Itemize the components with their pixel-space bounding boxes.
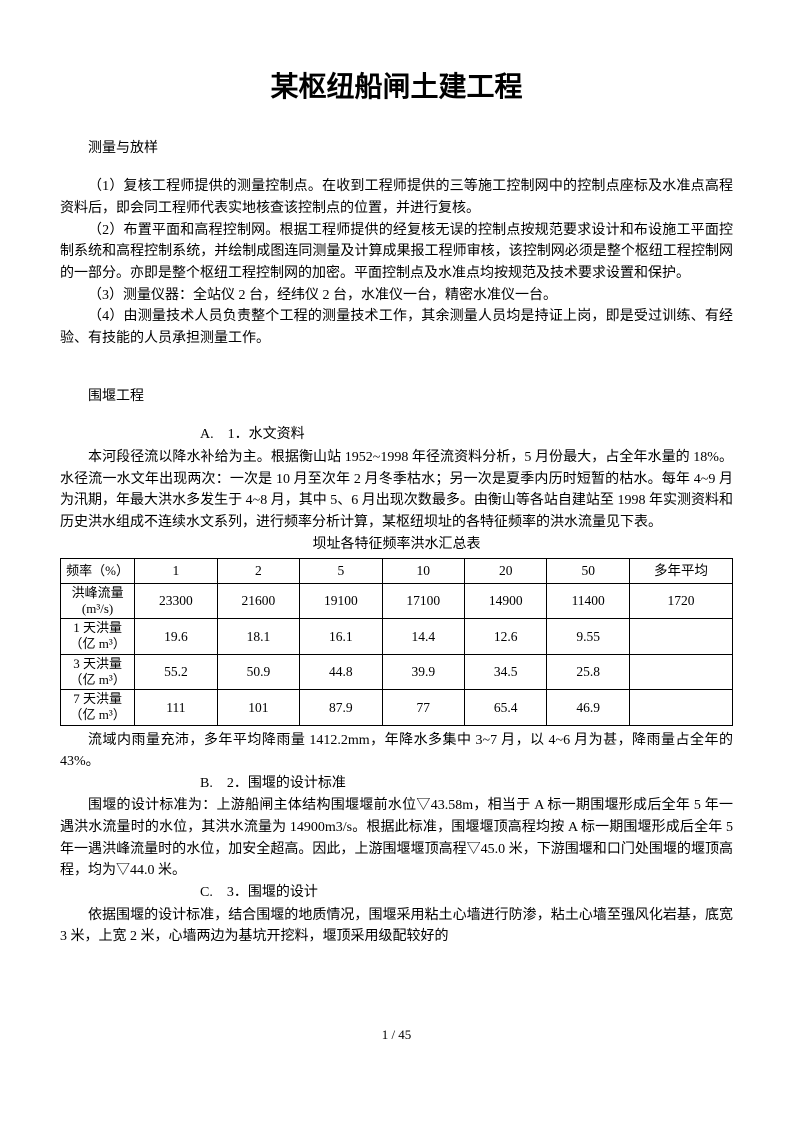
cell: 34.5 bbox=[465, 654, 547, 690]
table-row: 3 天洪量（亿 m³） 55.2 50.9 44.8 39.9 34.5 25.… bbox=[61, 654, 733, 690]
row-label: 7 天洪量（亿 m³） bbox=[61, 690, 135, 726]
th-2: 2 bbox=[217, 559, 299, 584]
flood-frequency-table: 频率（%） 1 2 5 10 20 50 多年平均 洪峰流量(m³/s) 233… bbox=[60, 558, 733, 726]
cell: 14900 bbox=[465, 583, 547, 619]
subheading-a: A. 1．水文资料 bbox=[60, 424, 733, 446]
paragraph-a: 本河段径流以降水补给为主。根据衡山站 1952~1998 年径流资料分析，5 月… bbox=[60, 447, 733, 534]
row-label: 3 天洪量（亿 m³） bbox=[61, 654, 135, 690]
cell: 1720 bbox=[629, 583, 732, 619]
cell bbox=[629, 654, 732, 690]
paragraph-3: （3）测量仪器：全站仪 2 台，经纬仪 2 台，水准仪一台，精密水准仪一台。 bbox=[60, 285, 733, 307]
paragraph-1: （1）复核工程师提供的测量控制点。在收到工程师提供的三等施工控制网中的控制点座标… bbox=[60, 176, 733, 219]
table-caption: 坝址各特征频率洪水汇总表 bbox=[60, 534, 733, 556]
cell: 11400 bbox=[547, 583, 629, 619]
th-5: 5 bbox=[300, 559, 382, 584]
paragraph-4: （4）由测量技术人员负责整个工程的测量技术工作，其余测量人员均是持证上岗，即是受… bbox=[60, 306, 733, 349]
row-label: 洪峰流量(m³/s) bbox=[61, 583, 135, 619]
cell: 46.9 bbox=[547, 690, 629, 726]
cell: 12.6 bbox=[465, 619, 547, 655]
paragraph-after-table: 流域内雨量充沛，多年平均降雨量 1412.2mm，年降水多集中 3~7 月，以 … bbox=[60, 730, 733, 773]
cell: 25.8 bbox=[547, 654, 629, 690]
cell: 44.8 bbox=[300, 654, 382, 690]
cell: 18.1 bbox=[217, 619, 299, 655]
cell: 21600 bbox=[217, 583, 299, 619]
th-freq: 频率（%） bbox=[61, 559, 135, 584]
page-title: 某枢纽船闸土建工程 bbox=[60, 65, 733, 110]
cell: 19100 bbox=[300, 583, 382, 619]
cell: 65.4 bbox=[465, 690, 547, 726]
section-heading-measurement: 测量与放样 bbox=[60, 138, 733, 160]
th-1: 1 bbox=[135, 559, 217, 584]
table-row: 洪峰流量(m³/s) 23300 21600 19100 17100 14900… bbox=[61, 583, 733, 619]
cell: 55.2 bbox=[135, 654, 217, 690]
cell: 17100 bbox=[382, 583, 464, 619]
cell bbox=[629, 690, 732, 726]
cell: 87.9 bbox=[300, 690, 382, 726]
row-label: 1 天洪量（亿 m³） bbox=[61, 619, 135, 655]
section-heading-cofferdam: 围堰工程 bbox=[60, 386, 733, 408]
cell: 9.55 bbox=[547, 619, 629, 655]
cell: 16.1 bbox=[300, 619, 382, 655]
th-20: 20 bbox=[465, 559, 547, 584]
th-10: 10 bbox=[382, 559, 464, 584]
subheading-c: C. 3．围堰的设计 bbox=[60, 882, 733, 904]
th-avg: 多年平均 bbox=[629, 559, 732, 584]
th-50: 50 bbox=[547, 559, 629, 584]
cell: 111 bbox=[135, 690, 217, 726]
table-row: 7 天洪量（亿 m³） 111 101 87.9 77 65.4 46.9 bbox=[61, 690, 733, 726]
subheading-b: B. 2．围堰的设计标准 bbox=[60, 773, 733, 795]
cell: 14.4 bbox=[382, 619, 464, 655]
table-row: 1 天洪量（亿 m³） 19.6 18.1 16.1 14.4 12.6 9.5… bbox=[61, 619, 733, 655]
cell bbox=[629, 619, 732, 655]
cell: 77 bbox=[382, 690, 464, 726]
paragraph-c: 依据围堰的设计标准，结合围堰的地质情况，围堰采用粘土心墙进行防渗，粘土心墙至强风… bbox=[60, 905, 733, 948]
cell: 39.9 bbox=[382, 654, 464, 690]
paragraph-2: （2）布置平面和高程控制网。根据工程师提供的经复核无误的控制点按规范要求设计和布… bbox=[60, 220, 733, 285]
paragraph-b: 围堰的设计标准为：上游船闸主体结构围堰堰前水位▽43.58m，相当于 A 标一期… bbox=[60, 795, 733, 882]
cell: 19.6 bbox=[135, 619, 217, 655]
cell: 23300 bbox=[135, 583, 217, 619]
cell: 50.9 bbox=[217, 654, 299, 690]
cell: 101 bbox=[217, 690, 299, 726]
page-footer: 1 / 45 bbox=[60, 1025, 733, 1046]
